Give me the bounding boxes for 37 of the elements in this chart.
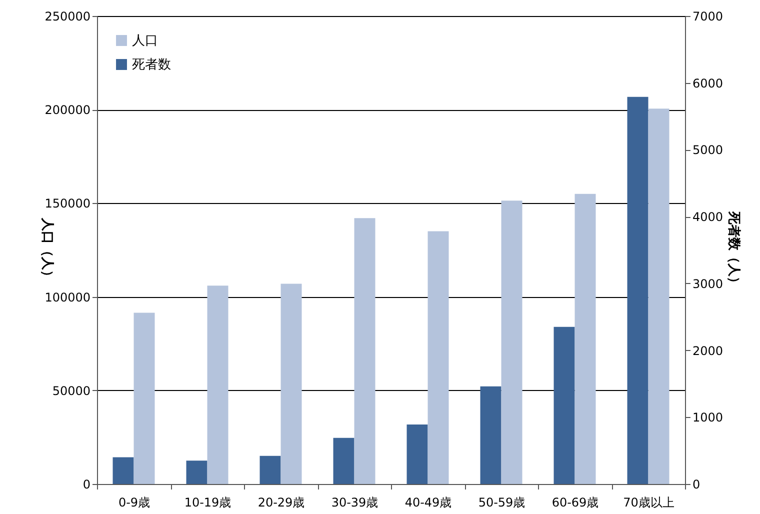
y2-axis-title: 死者数（人） xyxy=(726,210,742,290)
legend-label: 死者数 xyxy=(132,58,171,72)
bar xyxy=(134,312,155,484)
y2-tick-label: 2000 xyxy=(692,344,724,358)
x-tick-label: 0-9歳 xyxy=(118,496,150,510)
x-tick-label: 30-39歳 xyxy=(331,496,378,510)
bar xyxy=(260,456,281,484)
x-tick-label: 60-69歳 xyxy=(552,496,599,510)
x-tick-label: 40-49歳 xyxy=(404,496,452,510)
y2-tick-label: 6000 xyxy=(692,76,724,90)
y2-tick-label: 5000 xyxy=(692,143,724,158)
y2-tick-label: 3000 xyxy=(692,276,724,291)
bar xyxy=(280,284,302,484)
bar xyxy=(354,218,376,484)
bar xyxy=(428,231,449,484)
y-tick-label: 250000 xyxy=(44,10,90,24)
y-axis-title: 人口（人） xyxy=(40,217,55,283)
y-tick-label: 150000 xyxy=(44,196,90,211)
bar xyxy=(186,460,208,484)
x-tick-label: 50-59歳 xyxy=(478,496,526,510)
legend-label: 人口 xyxy=(132,34,158,48)
x-tick-label: 10-19歳 xyxy=(184,496,232,510)
bar xyxy=(333,438,354,484)
bar xyxy=(501,200,522,484)
bar xyxy=(207,286,228,484)
x-tick-label: 20-29歳 xyxy=(258,496,305,510)
y-tick-label: 50000 xyxy=(52,384,90,398)
x-tick-label: 70歳以上 xyxy=(623,496,674,510)
y2-tick-label: 1000 xyxy=(692,410,724,425)
y-tick-label: 200000 xyxy=(44,103,90,118)
bar xyxy=(406,424,428,484)
y2-tick-label: 0 xyxy=(692,478,700,492)
y-tick-label: 0 xyxy=(82,478,90,492)
y2-tick-label: 4000 xyxy=(692,210,724,224)
bar xyxy=(112,457,134,484)
y-tick-label: 100000 xyxy=(44,290,90,304)
y2-tick-label: 7000 xyxy=(692,10,724,24)
